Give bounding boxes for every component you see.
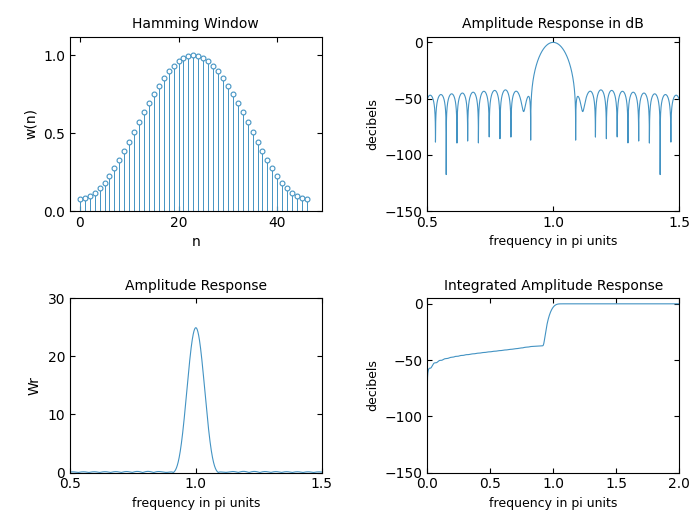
Title: Integrated Amplitude Response: Integrated Amplitude Response <box>444 279 663 293</box>
Title: Hamming Window: Hamming Window <box>132 17 259 31</box>
Y-axis label: Wr: Wr <box>28 376 42 395</box>
X-axis label: frequency in pi units: frequency in pi units <box>132 497 260 510</box>
Y-axis label: w(n): w(n) <box>24 108 38 140</box>
Y-axis label: decibels: decibels <box>366 360 379 411</box>
Y-axis label: decibels: decibels <box>366 98 379 150</box>
X-axis label: frequency in pi units: frequency in pi units <box>489 236 617 248</box>
X-axis label: frequency in pi units: frequency in pi units <box>489 497 617 510</box>
Title: Amplitude Response in dB: Amplitude Response in dB <box>462 17 644 31</box>
X-axis label: n: n <box>192 236 200 249</box>
Title: Amplitude Response: Amplitude Response <box>125 279 267 293</box>
